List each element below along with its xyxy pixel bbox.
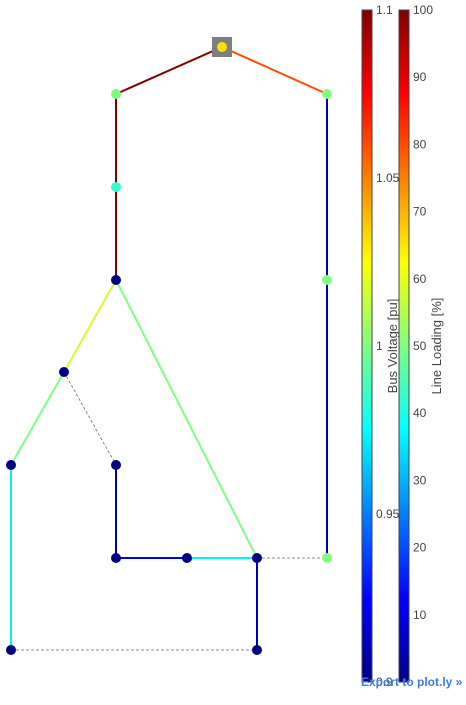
bus-marker-b7[interactable] <box>6 460 16 470</box>
colorbar-voltage-tick-label: 1 <box>376 339 383 353</box>
colorbar-voltage-title: Bus Voltage [pu] <box>385 299 400 394</box>
bus-marker-b13[interactable] <box>6 645 16 655</box>
bus-marker-b6[interactable] <box>59 367 69 377</box>
colorbar-loading-tick-label: 100 <box>413 3 433 17</box>
bus-marker-b9[interactable] <box>111 553 121 563</box>
bus-marker-b2[interactable] <box>322 89 332 99</box>
colorbar-loading-gradient <box>398 9 410 683</box>
colorbar-loading-tick-label: 90 <box>413 70 427 84</box>
bus-marker-b10[interactable] <box>182 553 192 563</box>
colorbar-voltage-tick-label: 0.9 <box>376 675 393 689</box>
bus-layer <box>6 37 332 655</box>
colorbar-voltage: 1.1 1.05 1 0.95 0.9 Bus Voltage [pu] <box>361 3 400 689</box>
line-ext_grid-b1[interactable] <box>115 46 223 95</box>
bus-marker-b1[interactable] <box>111 89 121 99</box>
colorbar-voltage-gradient <box>361 9 373 683</box>
colorbar-loading-title: Line Loading [%] <box>429 298 444 395</box>
colorbar-loading-tick-label: 20 <box>413 541 427 555</box>
bus-marker-b3[interactable] <box>111 182 121 192</box>
colorbar-loading-tick-label: 40 <box>413 406 427 420</box>
colorbar-loading-tick-label: 60 <box>413 272 427 286</box>
bus-marker-b8[interactable] <box>111 460 121 470</box>
bus-marker-b14[interactable] <box>252 645 262 655</box>
colorbar-voltage-tick-label: 1.05 <box>376 171 400 185</box>
colorbar-loading-tick-label: 80 <box>413 137 427 151</box>
line-b4-b6[interactable] <box>63 279 117 373</box>
colorbar-voltage-tick-label: 0.95 <box>376 507 400 521</box>
bus-marker-b11[interactable] <box>252 553 262 563</box>
export-to-plotly-link[interactable]: Export to plot.ly » <box>361 675 463 689</box>
bus-marker-b5[interactable] <box>322 275 332 285</box>
colorbar-loading-tick-label: 70 <box>413 205 427 219</box>
bus-marker-b4[interactable] <box>111 275 121 285</box>
colorbar-loading: 100 90 80 70 60 50 40 30 20 10 Line Loading [%] <box>398 3 444 683</box>
line-b4-b11[interactable] <box>115 279 258 559</box>
external-grid-bus[interactable] <box>217 42 227 52</box>
colorbar-loading-tick-label: 30 <box>413 473 427 487</box>
colorbar-voltage-tick-label: 1.1 <box>376 3 393 17</box>
line-b6-b7[interactable] <box>10 371 65 466</box>
colorbar-loading-tick-label: 10 <box>413 608 427 622</box>
bus-marker-b12[interactable] <box>322 553 332 563</box>
line-ext_grid-b2[interactable] <box>221 46 328 95</box>
open-switch-layer <box>11 371 327 651</box>
line-layer <box>10 46 328 651</box>
colorbar-loading-tick-label: 50 <box>413 339 427 353</box>
open-switch-1 <box>63 371 117 466</box>
colorbar-layer: 1.1 1.05 1 0.95 0.9 Bus Voltage [pu] 100 90 80 70… <box>361 3 444 689</box>
